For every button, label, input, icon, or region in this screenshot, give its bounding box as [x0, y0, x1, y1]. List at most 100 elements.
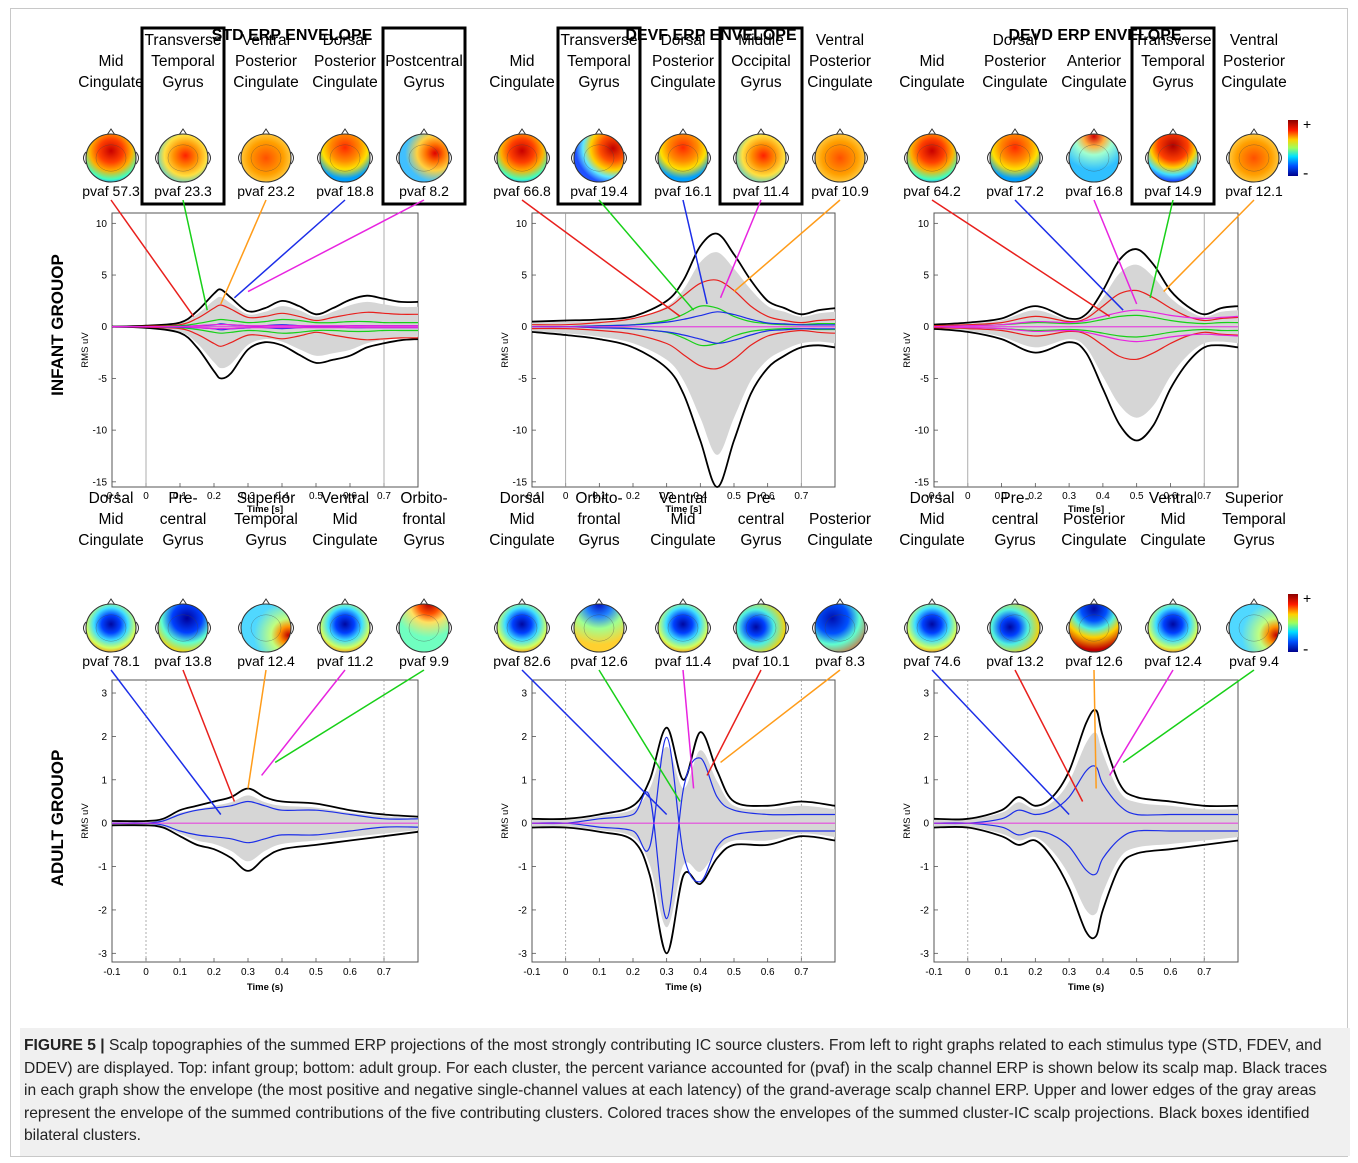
x-tick-label: 0.5: [1130, 491, 1144, 502]
head-outline: [1068, 133, 1120, 183]
scalp-map-field: [736, 134, 786, 182]
region-label: Gyrus: [245, 532, 287, 549]
head-ear-right: [546, 151, 550, 165]
region-label: Transverse: [1135, 32, 1212, 49]
x-tick-label: 0.5: [1130, 967, 1144, 978]
scalp-map-field: [86, 134, 136, 182]
figure-frame: [10, 8, 1348, 1157]
x-tick-label: 0.6: [761, 967, 775, 978]
scalp-map-field: [574, 604, 624, 652]
region-label: Posterior: [652, 53, 714, 70]
head-ear-right: [1039, 151, 1043, 165]
scalp-erp-envelope-trace: [111, 787, 419, 823]
head-ear-right: [864, 621, 868, 635]
cluster: Pre-central Gyrus pvaf 13.8: [154, 490, 212, 669]
head-ear-right: [1039, 621, 1043, 635]
pvaf-label: pvaf 11.4: [655, 653, 712, 669]
x-tick-label: 0.2: [207, 967, 221, 978]
head-outline: [85, 133, 137, 183]
head-nose: [1089, 598, 1099, 606]
head-ear-left: [655, 151, 659, 165]
x-tick-label: 0.3: [660, 967, 674, 978]
cluster: Anterior Cingulate pvaf 16.8: [1061, 53, 1127, 199]
x-tick-label: 0: [143, 967, 149, 978]
scalp-erp-envelope-trace: [531, 726, 836, 821]
x-axis-label: Time [s]: [1068, 504, 1104, 515]
region-label: Gyrus: [1233, 532, 1275, 549]
y-tick-label: 0: [101, 322, 107, 333]
region-label: Posterior: [1223, 53, 1285, 70]
cluster: Mid Cingulate pvaf 64.2: [899, 53, 965, 199]
x-tick-label: 0.7: [794, 491, 808, 502]
pvaf-label: pvaf 11.4: [733, 183, 790, 199]
x-tick-label: 0.1: [995, 967, 1009, 978]
contour-line: [408, 144, 440, 172]
pvaf-label: pvaf 12.4: [1144, 653, 1202, 669]
cluster-trace: [933, 289, 1239, 327]
cluster: Dorsal Mid Cingulate pvaf 74.6: [899, 490, 965, 669]
cluster-trace: [531, 757, 835, 920]
head-nose: [517, 128, 527, 136]
x-tick-label: 0.4: [693, 491, 707, 502]
scalp-map-field: [399, 604, 449, 652]
cluster-trace: [933, 309, 1239, 328]
head-ear-left: [155, 151, 159, 165]
cluster: Dorsal Mid Cingulate pvaf 78.1: [78, 490, 144, 669]
head-ear-right: [1278, 621, 1282, 635]
traces: [931, 669, 1255, 940]
pvaf-label: pvaf 11.2: [317, 653, 374, 669]
head-ear-right: [448, 621, 452, 635]
y-tick-label: 0: [521, 819, 527, 830]
head-ear-left: [1066, 621, 1070, 635]
figure-caption: FIGURE 5 | Scalp topographies of the sum…: [24, 1035, 1336, 1148]
head-nose: [927, 598, 937, 606]
contour-line: [583, 144, 615, 172]
cluster-connector-line: [247, 669, 267, 789]
region-label: Ventral: [659, 490, 707, 507]
region-label: Temporal: [567, 53, 631, 70]
region-label: Temporal: [1141, 53, 1205, 70]
head-ear-left: [904, 621, 908, 635]
head-ear-right: [207, 151, 211, 165]
y-tick-label: 2: [521, 732, 527, 743]
region-label: Superior: [237, 490, 296, 507]
scalp-map-field: [497, 134, 547, 182]
scalp-map-field: [241, 134, 291, 182]
contour-line: [1238, 614, 1270, 642]
region-label: Mid: [99, 53, 124, 70]
x-tick-label: 0.1: [173, 491, 187, 502]
scalp-map-field: [158, 604, 208, 652]
x-tick-label: 0: [965, 967, 971, 978]
scalp-map-field: [241, 604, 291, 652]
head-outline: [906, 603, 958, 653]
cluster: Postcentral Gyrus pvaf 8.2: [381, 26, 467, 206]
head-nose: [178, 598, 188, 606]
head-nose: [835, 128, 845, 136]
region-label: Mid: [510, 53, 535, 70]
region-label: Dorsal: [500, 490, 545, 507]
head-ear-right: [1278, 151, 1282, 165]
pvaf-label: pvaf 13.2: [986, 653, 1044, 669]
contour-line: [506, 614, 538, 642]
head-ear-right: [956, 151, 960, 165]
y-tick-label: -3: [920, 949, 929, 960]
cluster-connector-line: [261, 669, 346, 776]
cluster-trace-lower: [531, 736, 836, 883]
cluster: Dorsal Posterior Cingulate pvaf 16.1: [650, 32, 716, 199]
head-nose: [340, 128, 350, 136]
x-tick-label: 0.5: [727, 967, 741, 978]
x-tick-label: 0: [563, 491, 569, 502]
x-tick-label: 0.2: [207, 491, 221, 502]
region-label: Occipital: [731, 53, 790, 70]
head-ear-left: [571, 151, 575, 165]
scalp-map-field: [399, 134, 449, 182]
scalp-map-field: [158, 134, 208, 182]
traces: [110, 199, 425, 380]
x-tick-label: 0: [563, 967, 569, 978]
y-axis-label: RMS uV: [500, 332, 511, 368]
x-axis-label: Time (s): [247, 982, 283, 993]
region-label: Ventral: [321, 490, 369, 507]
head-outline: [1228, 133, 1280, 183]
cluster-connector-line: [706, 669, 762, 776]
region-label: Cingulate: [807, 74, 873, 91]
